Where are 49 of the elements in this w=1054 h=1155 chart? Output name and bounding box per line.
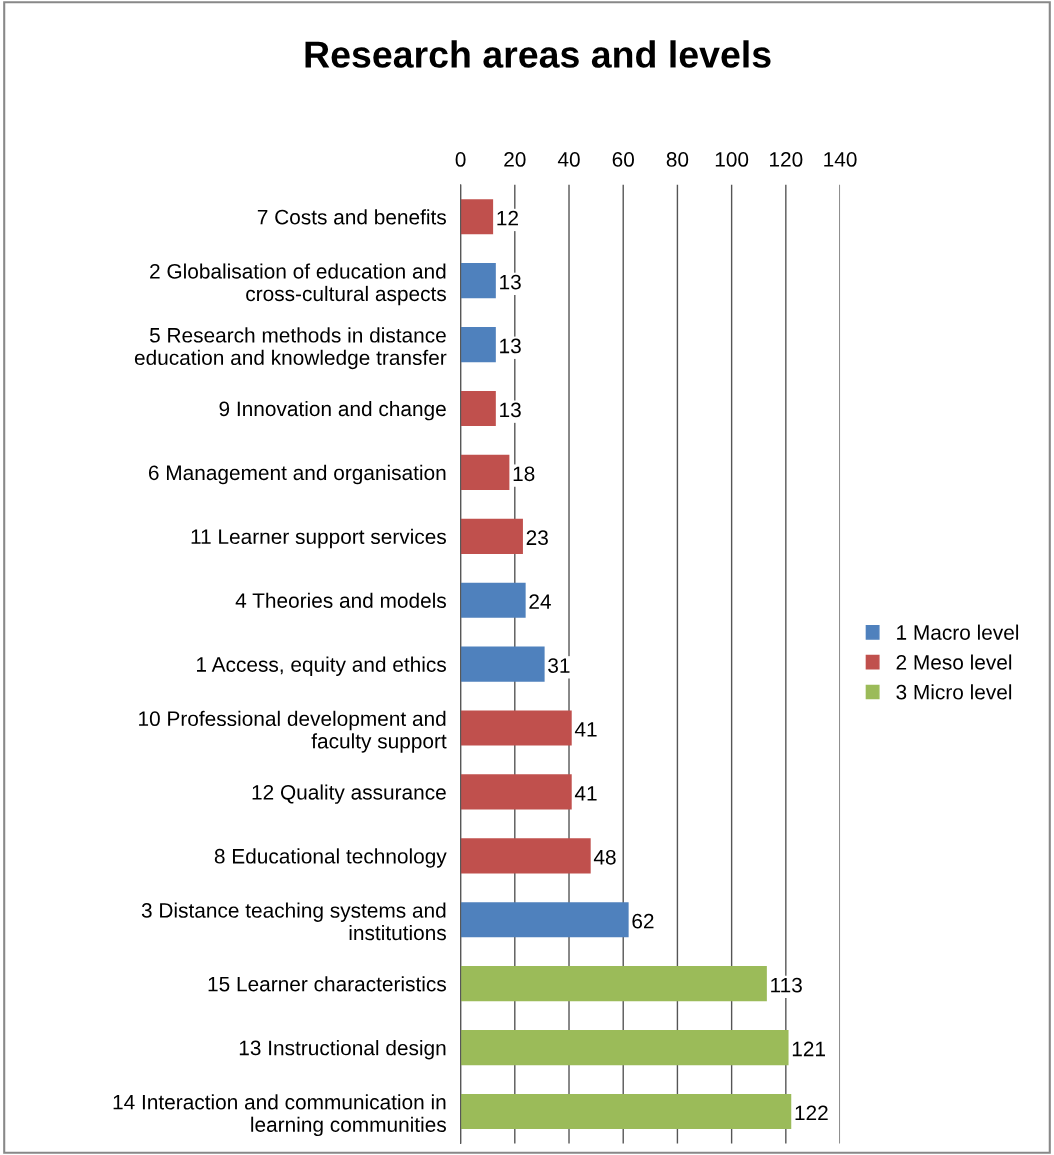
data-label: 48 bbox=[593, 849, 616, 865]
bar bbox=[460, 646, 545, 682]
legend-label: 2 Meso level bbox=[896, 654, 1012, 670]
bar bbox=[460, 199, 494, 235]
data-label: 121 bbox=[792, 1041, 825, 1057]
bar bbox=[460, 966, 767, 1002]
x-tick-label: 40 bbox=[557, 152, 580, 167]
legend-label: 1 Macro level bbox=[897, 624, 1019, 640]
x-tick-label: 60 bbox=[612, 152, 634, 167]
data-label: 41 bbox=[574, 722, 597, 737]
data-label: 113 bbox=[771, 977, 802, 993]
data-label: 31 bbox=[548, 658, 570, 673]
bar bbox=[460, 454, 510, 490]
data-label: 122 bbox=[795, 1105, 828, 1121]
data-label: 18 bbox=[513, 466, 535, 482]
legend-label: 3 Micro level bbox=[896, 684, 1012, 700]
data-label: 13 bbox=[500, 274, 521, 290]
bar bbox=[460, 327, 496, 363]
data-label: 24 bbox=[529, 594, 551, 609]
y-tick-label: 5 Research methods in distance education and knowledge transfer bbox=[134, 327, 447, 370]
x-tick-label: 120 bbox=[770, 152, 803, 167]
y-tick-label: 1 Access, equity and ethics bbox=[197, 656, 446, 676]
y-tick-label: 4 Theories and models bbox=[235, 592, 446, 608]
y-tick-label: 10 Professional development and faculty support bbox=[139, 710, 447, 753]
bar bbox=[460, 390, 496, 427]
y-tick-label: 12 Quality assurance bbox=[252, 784, 446, 804]
y-tick-label: 8 Educational technology bbox=[214, 848, 447, 868]
data-label: 13 bbox=[500, 402, 521, 418]
y-tick-label: 6 Management and organisation bbox=[148, 464, 446, 485]
y-tick-label: 9 Innovation and change bbox=[219, 400, 446, 421]
data-label: 41 bbox=[574, 786, 597, 801]
data-label: 12 bbox=[497, 210, 518, 226]
chart-title: Research areas and levels bbox=[305, 40, 771, 68]
y-tick-label: 7 Costs and benefits bbox=[257, 209, 446, 225]
x-tick-label: 100 bbox=[715, 152, 749, 167]
x-tick-label: 140 bbox=[824, 152, 857, 167]
y-tick-label: 3 Distance teaching systems and institutions bbox=[141, 902, 446, 941]
y-tick-label: 13 Instructional design bbox=[239, 1040, 446, 1060]
y-tick-label: 14 Interaction and communication in learning communities bbox=[113, 1094, 446, 1137]
x-tick-label: 80 bbox=[666, 152, 689, 167]
y-tick-label: 15 Learner characteristics bbox=[208, 976, 446, 992]
data-label: 23 bbox=[526, 530, 548, 546]
y-tick-label: 11 Learner support services bbox=[191, 528, 446, 549]
x-tick-label: 20 bbox=[504, 152, 526, 167]
x-tick-label: 0 bbox=[455, 152, 466, 167]
bar bbox=[460, 263, 496, 299]
data-label: 13 bbox=[500, 338, 521, 354]
y-tick-label: 2 Globalisation of education and cross-cultural aspects bbox=[150, 263, 446, 306]
data-label: 62 bbox=[632, 913, 654, 929]
